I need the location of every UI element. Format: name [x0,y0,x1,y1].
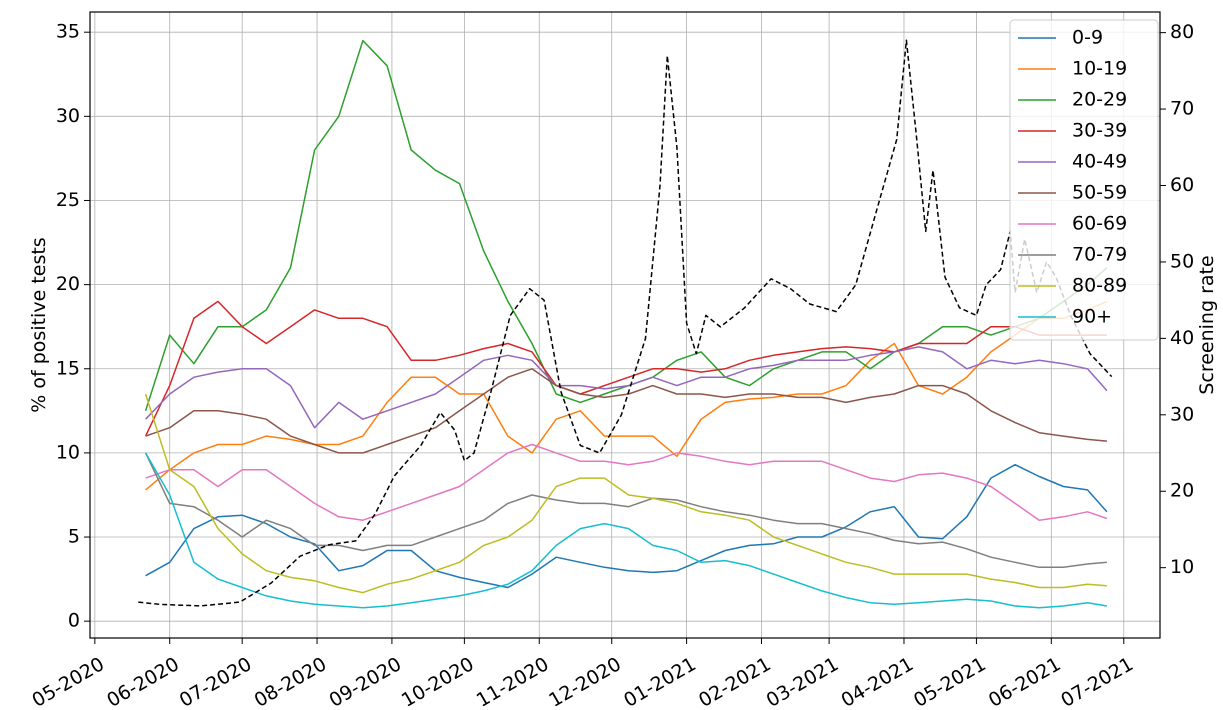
y2-axis-label: Screening rate [1196,255,1218,394]
y-tick-label: 10 [56,441,80,463]
legend: 0-9 10-19 20-29 30-39 40-49 50-59 60-69 70-79 80… [1009,19,1159,341]
series-line [145,346,1108,429]
y2-tick-label: 20 [1170,480,1194,502]
y2-tick-label: 70 [1170,98,1194,120]
y-tick-label: 15 [56,357,80,379]
y2-tick-label: 60 [1170,174,1194,196]
y-tick-label: 20 [56,273,80,295]
series-line [138,39,1113,607]
legend-label: 10-19 [1072,58,1127,80]
legend-label: 60-69 [1072,213,1127,235]
series-line [144,300,1107,437]
lines [138,39,1113,609]
plot-frame [89,11,1161,639]
y-tick-label: 25 [56,189,80,211]
y-axis-label: % of positive tests [28,237,50,412]
legend-label: 90+ [1072,306,1112,328]
y2-tick-label: 50 [1170,250,1194,272]
legend-label: 80-89 [1072,275,1127,297]
legend-label: 20-29 [1072,89,1127,111]
legend-label: 40-49 [1072,151,1127,173]
y2-tick-label: 40 [1170,327,1194,349]
y2-tick-label: 10 [1170,556,1194,578]
series-line [144,452,1108,609]
series-line [145,443,1108,521]
y-tick-label: 30 [56,105,80,127]
y2-tick-label: 30 [1170,403,1194,425]
legend-label: 50-59 [1072,182,1127,204]
series-line [144,393,1107,594]
legend-label: 70-79 [1072,244,1127,266]
y-tick-label: 0 [68,610,80,632]
y2-tick-label: 80 [1170,21,1194,43]
legend-label: 0-9 [1072,27,1103,49]
legend-label: 30-39 [1072,120,1127,142]
series-line [144,452,1107,569]
series-line [145,463,1108,589]
y-tick-label: 5 [68,526,80,548]
y-tick-label: 35 [56,21,80,43]
